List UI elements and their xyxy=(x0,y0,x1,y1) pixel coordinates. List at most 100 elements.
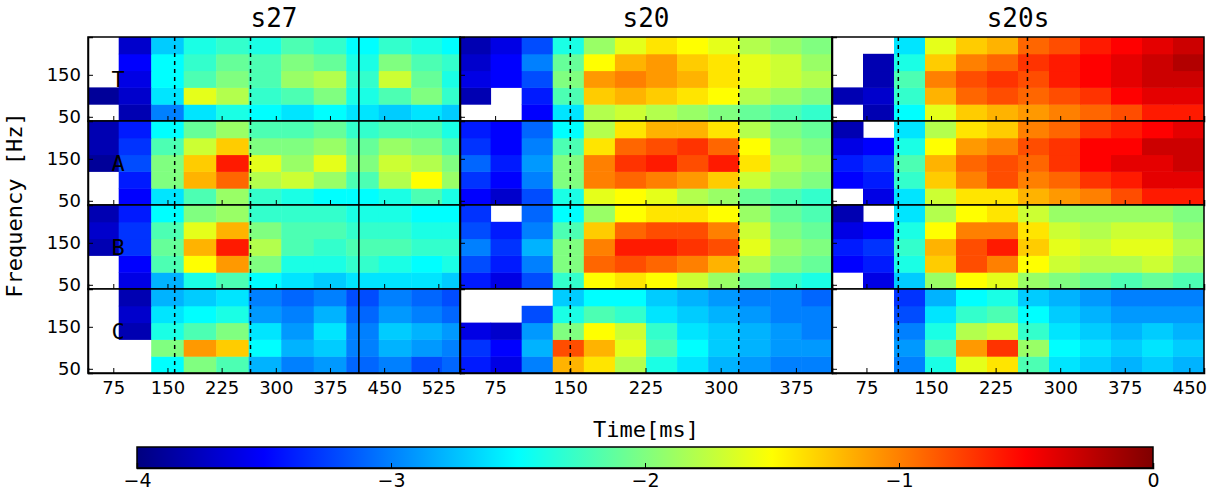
heat-cell xyxy=(956,121,988,138)
heat-cell xyxy=(646,138,678,155)
y-tick-label: 150 xyxy=(47,316,81,337)
panel: 75150225300375450 xyxy=(832,289,1207,398)
heat-cell xyxy=(553,188,585,205)
heat-cell xyxy=(411,306,442,323)
cells xyxy=(88,37,460,121)
heat-cell xyxy=(1018,306,1050,323)
dashed-line xyxy=(250,289,252,373)
heat-cell xyxy=(584,323,616,340)
heat-cell xyxy=(411,272,442,289)
panel: 50150A xyxy=(47,121,472,211)
heat-cell xyxy=(442,339,460,356)
heat-cell xyxy=(1080,71,1112,88)
heat-cell xyxy=(379,188,412,205)
heat-cell xyxy=(249,87,282,104)
heat-cell xyxy=(770,356,802,373)
heat-cell xyxy=(442,323,460,340)
heat-cell xyxy=(1173,104,1204,121)
heat-cell xyxy=(553,138,585,155)
heat-cell xyxy=(314,37,347,54)
colorbar-axis: −4−3−2−10 xyxy=(123,463,1159,491)
heat-cell xyxy=(925,188,957,205)
heat-cell xyxy=(956,155,988,172)
y-axis-line xyxy=(833,206,838,290)
heat-cell xyxy=(925,54,957,71)
heat-cell xyxy=(491,155,523,172)
heat-cell xyxy=(1111,239,1143,256)
y-tick xyxy=(832,201,837,202)
heat-cell xyxy=(1080,289,1112,306)
x-tick-label: 375 xyxy=(1108,377,1142,398)
heat-cell xyxy=(956,138,988,155)
heat-cell xyxy=(956,239,988,256)
dashed-line xyxy=(738,205,740,289)
dashed-line xyxy=(1027,121,1029,205)
heat-cell xyxy=(1111,155,1143,172)
heat-cell xyxy=(411,289,442,306)
heat-cell xyxy=(379,155,412,172)
heat-cell xyxy=(1142,54,1174,71)
heat-cell xyxy=(987,54,1019,71)
heat-cell xyxy=(987,87,1019,104)
heat-cell xyxy=(1080,155,1112,172)
x-tick-mark xyxy=(931,368,932,373)
panel-frame xyxy=(88,205,460,289)
cells xyxy=(832,121,1204,205)
heat-cell xyxy=(522,188,554,205)
dashed-line xyxy=(738,289,740,373)
y-tick xyxy=(460,327,465,328)
heat-cell xyxy=(987,356,1019,373)
heat-cell xyxy=(677,71,709,88)
x-tick-label: 375 xyxy=(779,377,813,398)
heat-cell xyxy=(522,37,554,54)
heat-cell xyxy=(615,121,647,138)
heat-cell xyxy=(184,306,217,323)
heat-cell xyxy=(1049,71,1081,88)
heat-cell xyxy=(249,255,282,272)
heat-cell xyxy=(646,356,678,373)
x-tick-mark xyxy=(1060,368,1061,373)
x-tick-label: 450 xyxy=(1173,377,1207,398)
x-tick-label: 525 xyxy=(422,377,456,398)
dashed-line xyxy=(250,121,252,205)
heat-cell xyxy=(1049,188,1081,205)
heat-cell xyxy=(925,87,957,104)
heat-cell xyxy=(925,171,957,188)
heat-cell xyxy=(491,54,523,71)
heat-cell xyxy=(314,289,347,306)
heat-cell xyxy=(615,155,647,172)
heat-cell xyxy=(1018,239,1050,256)
heat-cell xyxy=(460,272,491,289)
heat-cell xyxy=(1111,87,1143,104)
heat-cell xyxy=(739,71,771,88)
dashed-line xyxy=(1027,205,1029,289)
heat-cell xyxy=(491,339,523,356)
heat-cell xyxy=(460,171,491,188)
panel-frame xyxy=(88,37,460,121)
heat-cell xyxy=(151,222,184,239)
heat-cell xyxy=(832,138,864,155)
heat-cell xyxy=(216,87,249,104)
heat-cell xyxy=(987,339,1019,356)
heat-cell xyxy=(379,104,412,121)
heat-cell xyxy=(677,222,709,239)
colorbar xyxy=(137,447,1153,468)
heat-cell xyxy=(1173,54,1204,71)
figure: s2750150T50150A50150B7515022530037545052… xyxy=(0,0,1216,498)
heat-cell xyxy=(863,54,895,71)
y-tick-mark xyxy=(832,369,837,370)
y-tick-mark xyxy=(832,285,837,286)
heat-cell xyxy=(863,222,895,239)
heat-cell xyxy=(677,255,709,272)
y-tick-mark xyxy=(460,201,465,202)
heat-cell xyxy=(801,54,832,71)
heat-cell xyxy=(491,71,523,88)
heat-cell xyxy=(863,138,895,155)
heat-cell xyxy=(553,306,585,323)
heat-cell xyxy=(1018,138,1050,155)
panel-frame xyxy=(832,289,1204,373)
heat-cell xyxy=(151,138,184,155)
heat-cell xyxy=(553,239,585,256)
heat-cell xyxy=(987,121,1019,138)
heat-cell xyxy=(584,205,616,222)
